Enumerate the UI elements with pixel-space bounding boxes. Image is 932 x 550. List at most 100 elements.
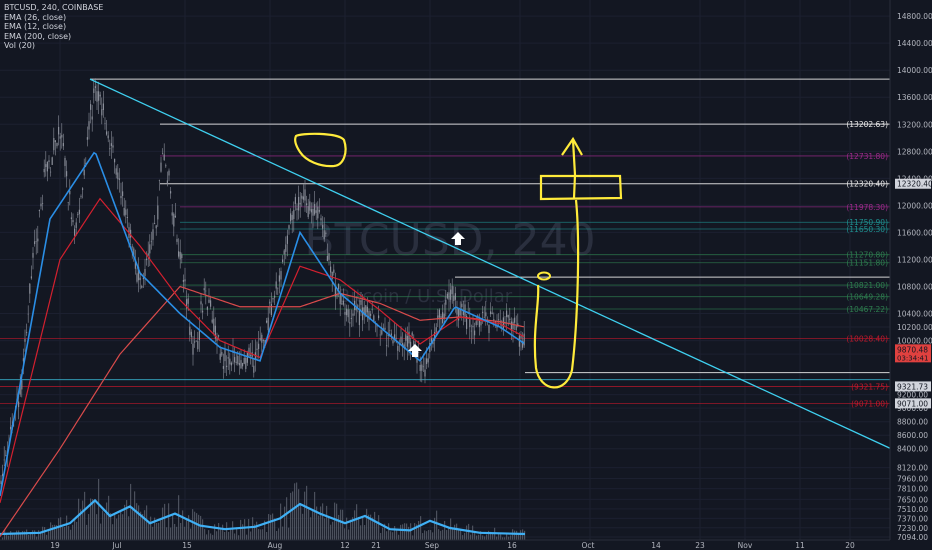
volume-bar	[242, 524, 244, 540]
target-arrow-shaft	[571, 139, 577, 199]
candle-body	[333, 269, 335, 273]
candle-body	[253, 365, 255, 373]
volume-bar	[56, 525, 58, 540]
volume-bar	[450, 518, 452, 540]
candle-body	[469, 318, 471, 328]
candle-body	[387, 334, 389, 337]
candle-body	[46, 161, 48, 172]
candle-body	[98, 91, 100, 101]
candle-body	[238, 363, 240, 366]
volume-bar	[166, 527, 168, 540]
candle-body	[136, 273, 138, 282]
candle-body	[336, 294, 338, 297]
candle-body	[376, 325, 378, 327]
candle-body	[82, 188, 84, 190]
candle-body	[162, 153, 164, 155]
candle-body	[309, 201, 311, 211]
candle-body	[83, 170, 85, 176]
legend-ema200[interactable]: EMA (200, close)	[4, 31, 72, 41]
volume-bar	[72, 524, 74, 540]
volume-bar	[236, 527, 238, 540]
price-tick-1: 14400.00	[897, 39, 932, 48]
candle-body	[171, 212, 173, 216]
candle-body	[371, 309, 373, 311]
volume-bar	[92, 498, 94, 540]
legend-volume[interactable]: Vol (20)	[4, 41, 35, 50]
volume-bar	[408, 526, 410, 540]
volume-bar	[462, 535, 464, 540]
candle-body	[366, 306, 368, 313]
candle-body	[302, 196, 304, 200]
candle-body	[179, 251, 181, 260]
volume-bar	[292, 491, 294, 540]
legend-ema12[interactable]: EMA (12, close)	[4, 22, 67, 31]
volume-bar	[48, 529, 50, 540]
candle-body	[62, 143, 64, 147]
candle-body	[248, 347, 250, 357]
candle-body	[458, 308, 460, 321]
price-tag-countdown-0: 03:34:41	[897, 354, 928, 362]
candle-body	[509, 318, 511, 320]
level-label-4: (11978.30)	[846, 203, 888, 212]
volume-bar	[86, 524, 88, 540]
candle-body	[315, 210, 317, 213]
candle-body	[26, 331, 28, 333]
volume-bars	[0, 478, 526, 540]
candle-body	[59, 136, 61, 139]
volume-bar	[76, 521, 78, 540]
volume-bar	[34, 530, 36, 540]
volume-bar	[220, 527, 222, 540]
candle-body	[408, 331, 410, 344]
volume-bar	[80, 509, 82, 540]
volume-bar	[226, 522, 228, 540]
candle-body	[394, 334, 396, 340]
volume-bar	[216, 531, 218, 540]
candle-body	[419, 364, 421, 371]
price-tick-27: 7094.00	[897, 533, 928, 542]
volume-bar	[202, 519, 204, 540]
candle-body	[326, 255, 328, 262]
time-tick-9: 14	[651, 541, 661, 550]
chart-legend: BTCUSD, 240, COINBASE EMA (26, close) EM…	[4, 3, 103, 51]
volume-bar	[332, 521, 334, 540]
candle-body	[152, 229, 154, 240]
candle-body	[61, 134, 63, 138]
time-tick-7: 16	[507, 541, 517, 550]
volume-bar	[104, 513, 106, 540]
support-zone-outline	[533, 199, 580, 389]
volume-bar	[184, 526, 186, 540]
volume-bar	[132, 506, 134, 540]
candle-body	[133, 248, 135, 256]
volume-bar	[214, 524, 216, 540]
legend-symbol[interactable]: BTCUSD, 240, COINBASE	[4, 3, 104, 12]
time-tick-3: Aug	[268, 541, 283, 550]
candle-body	[269, 301, 271, 304]
candle-body	[352, 313, 354, 316]
candle-body	[451, 285, 453, 295]
candle-body	[210, 300, 212, 307]
level-label-1: (13202.63)	[846, 120, 888, 129]
price-tick-3: 13600.00	[897, 93, 932, 102]
volume-bar	[158, 522, 160, 540]
candle-body	[205, 290, 207, 292]
legend-ema26[interactable]: EMA (26, close)	[4, 12, 67, 22]
volume-bar	[402, 524, 404, 540]
volume-bar	[330, 524, 332, 540]
volume-bar	[128, 516, 130, 540]
candle-body	[523, 333, 525, 346]
volume-bar	[278, 528, 280, 540]
volume-bar	[372, 517, 374, 540]
candle-body	[170, 191, 172, 194]
volume-bar	[446, 530, 448, 540]
volume-bar	[368, 514, 370, 540]
candle-body	[294, 197, 296, 204]
candle-body	[174, 215, 176, 218]
volume-bar	[362, 516, 364, 540]
candle-body	[125, 209, 127, 215]
candle-body	[24, 338, 26, 342]
volume-bar	[438, 529, 440, 540]
volume-bar	[150, 516, 152, 540]
candle-body	[221, 352, 223, 356]
